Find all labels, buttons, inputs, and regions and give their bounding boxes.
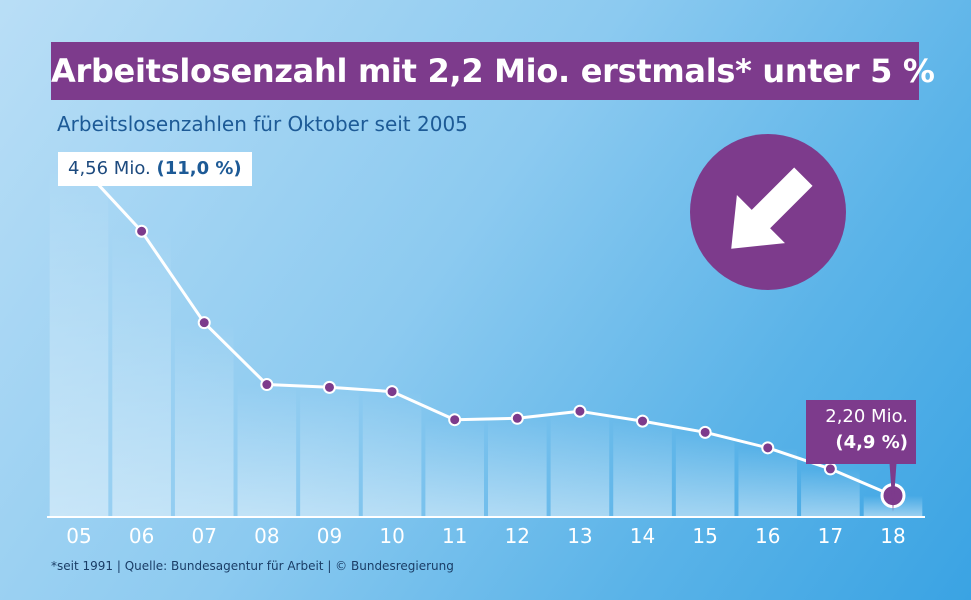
column-16 xyxy=(738,447,798,516)
chart-subtitle: Arbeitslosenzahlen für Oktober seit 2005 xyxy=(57,112,468,136)
data-point-14 xyxy=(636,414,650,428)
column-17 xyxy=(801,468,860,516)
data-point-12 xyxy=(510,411,524,425)
callout-first-value: 4,56 Mio. (11,0 %) xyxy=(58,152,252,186)
column-10 xyxy=(362,391,422,516)
x-tick-label-05: 05 xyxy=(66,524,91,548)
x-tick-label-18: 18 xyxy=(880,524,905,548)
callout-last-amount: 2,20 Mio. xyxy=(825,406,908,427)
arrow-down-right-icon xyxy=(690,134,846,290)
x-tick-label-16: 16 xyxy=(755,524,780,548)
column-07 xyxy=(174,322,234,516)
data-point-10 xyxy=(385,385,399,399)
column-08 xyxy=(237,384,297,516)
x-tick-label-07: 07 xyxy=(192,524,217,548)
data-point-07 xyxy=(197,316,211,330)
data-point-11 xyxy=(448,413,462,427)
callout-last-percent: (4,9 %) xyxy=(835,432,908,453)
footnote-source: *seit 1991 | Quelle: Bundesagentur für A… xyxy=(51,559,454,573)
column-05 xyxy=(49,163,109,516)
x-tick-label-06: 06 xyxy=(129,524,154,548)
x-tick-label-11: 11 xyxy=(442,524,467,548)
x-tick-label-10: 10 xyxy=(379,524,404,548)
x-tick-label-13: 13 xyxy=(567,524,592,548)
data-point-13 xyxy=(573,404,587,418)
data-point-15 xyxy=(698,425,712,439)
data-point-16 xyxy=(761,441,775,455)
x-tick-label-15: 15 xyxy=(692,524,717,548)
x-tick-label-14: 14 xyxy=(630,524,655,548)
column-06 xyxy=(112,231,171,516)
data-point-06 xyxy=(135,224,149,238)
data-point-09 xyxy=(322,380,336,394)
column-14 xyxy=(613,421,672,516)
callout-last-value: 2,20 Mio. (4,9 %) xyxy=(806,400,916,464)
data-point-17 xyxy=(823,462,837,476)
column-12 xyxy=(488,418,547,516)
callout-first-percent: (11,0 %) xyxy=(156,158,242,179)
callout-first-amount: 4,56 Mio. xyxy=(68,158,151,179)
x-tick-label-08: 08 xyxy=(254,524,279,548)
chart-title: Arbeitslosenzahl mit 2,2 Mio. erstmals* … xyxy=(51,52,935,90)
column-09 xyxy=(300,387,359,516)
x-tick-label-12: 12 xyxy=(505,524,530,548)
column-15 xyxy=(675,432,735,516)
series-line xyxy=(77,162,894,497)
column-11 xyxy=(425,419,484,516)
column-13 xyxy=(550,411,610,516)
x-tick-label-17: 17 xyxy=(818,524,843,548)
title-banner: Arbeitslosenzahl mit 2,2 Mio. erstmals* … xyxy=(51,42,935,100)
x-tick-label-09: 09 xyxy=(317,524,342,548)
data-point-08 xyxy=(260,378,274,392)
